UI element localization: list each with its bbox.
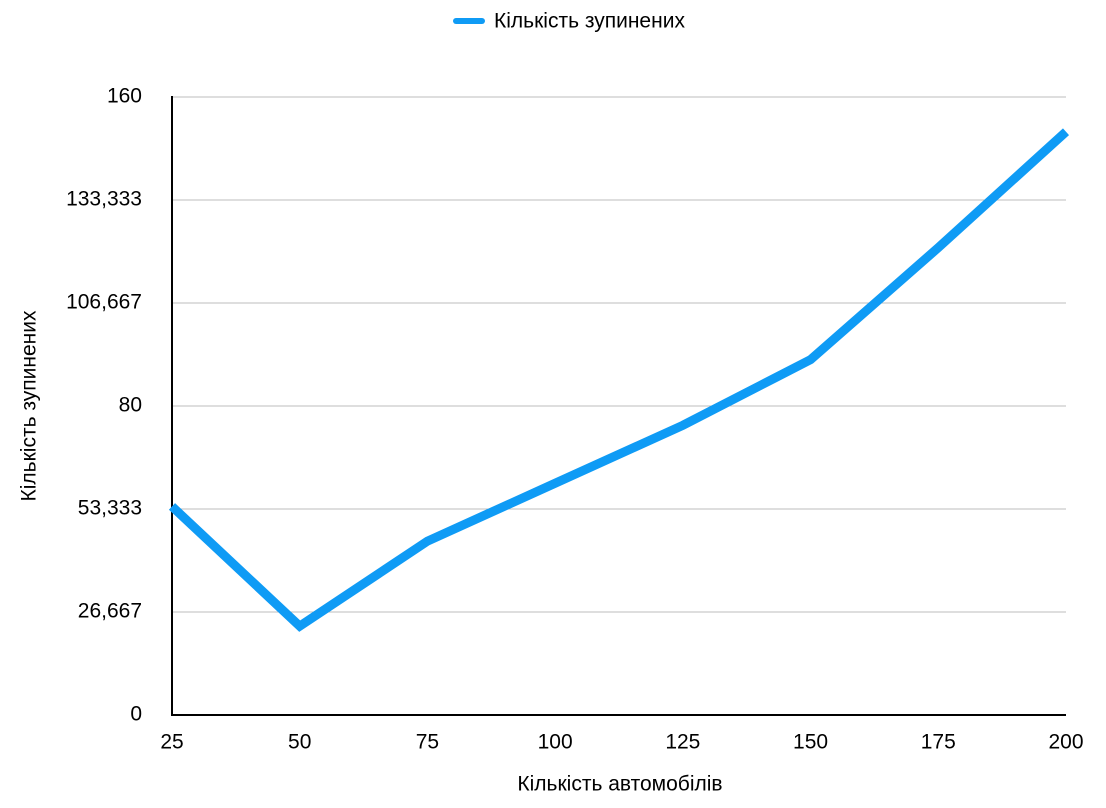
- x-tick-label: 100: [538, 731, 573, 754]
- y-tick-label: 106,667: [66, 291, 142, 314]
- x-tick-label: 50: [288, 731, 311, 754]
- x-tick-label: 75: [416, 731, 439, 754]
- x-axis-title: Кількість автомобілів: [517, 773, 722, 796]
- x-tick-label: 200: [1048, 731, 1083, 754]
- x-tick-label: 125: [665, 731, 700, 754]
- y-tick-label: 26,667: [78, 600, 142, 623]
- y-tick-label: 160: [107, 85, 142, 108]
- legend: Кількість зупинених: [453, 10, 685, 33]
- x-tick-label: 150: [793, 731, 828, 754]
- y-tick-label: 80: [119, 394, 142, 417]
- y-tick-label: 53,333: [78, 497, 142, 520]
- x-tick-label: 25: [160, 731, 183, 754]
- y-tick-label: 133,333: [66, 188, 142, 211]
- data-line: [168, 128, 1070, 632]
- y-tick-label: 0: [130, 703, 142, 726]
- y-axis-title: Кількість зупинених: [18, 310, 41, 501]
- legend-label: Кількість зупинених: [494, 10, 685, 33]
- x-tick-label: 175: [921, 731, 956, 754]
